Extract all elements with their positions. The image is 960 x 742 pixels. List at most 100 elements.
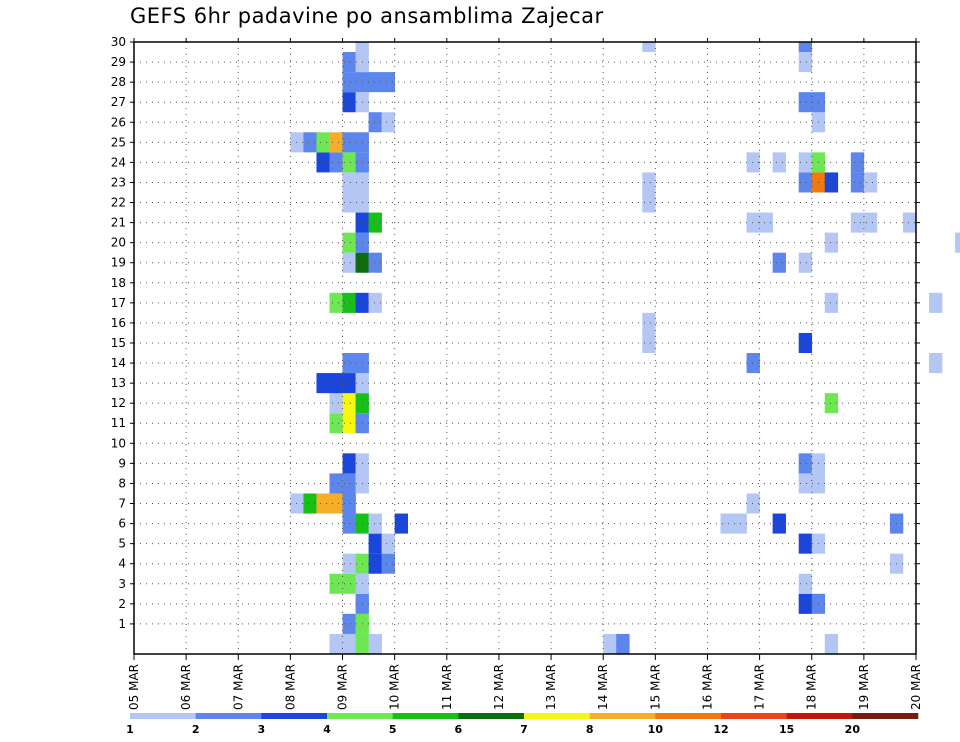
- x-tick-label: 15 MAR: [648, 664, 662, 710]
- y-tick-label: 28: [111, 75, 126, 89]
- heatmap-cell: [603, 633, 617, 654]
- x-tick-label: 16 MAR: [700, 664, 714, 710]
- legend-swatch: [524, 713, 590, 719]
- y-tick-label: 4: [118, 557, 126, 571]
- heatmap-cell: [798, 593, 813, 614]
- y-tick-label: 16: [111, 316, 126, 330]
- heatmap-cell: [368, 513, 382, 534]
- heatmap-cell: [329, 633, 343, 654]
- heatmap-cell: [798, 332, 813, 354]
- heatmap-cell: [329, 473, 343, 494]
- heatmap-cell: [342, 192, 356, 213]
- heatmap-cell: [329, 373, 343, 394]
- heatmap-cell: [342, 92, 356, 113]
- heatmap-cell: [824, 292, 839, 313]
- heatmap-cell: [759, 212, 773, 233]
- grid-lines: [134, 42, 916, 654]
- x-tick-label: 18 MAR: [805, 664, 819, 710]
- heatmap-cell: [316, 152, 330, 173]
- x-tick-label: 19 MAR: [857, 664, 871, 710]
- y-tick-label: 18: [111, 276, 126, 290]
- heatmap-cell: [902, 212, 917, 233]
- heatmap-cell: [355, 633, 369, 654]
- legend-label: 2: [192, 723, 200, 736]
- x-tick-label: 06 MAR: [179, 664, 193, 710]
- x-tick-label: 10 MAR: [388, 664, 402, 710]
- legend-swatch: [721, 713, 787, 719]
- heatmap-cell: [798, 152, 813, 173]
- x-axis: 05 MAR 06 MAR 07 MAR 08 MAR 09 MAR 10 MAR 11 M…: [127, 38, 923, 710]
- heatmap-cell: [642, 42, 656, 53]
- heatmap-cell: [720, 513, 734, 534]
- y-tick-label: 19: [111, 256, 126, 270]
- heatmap-cell: [394, 513, 408, 534]
- heatmap-cell: [798, 573, 813, 594]
- heatmap-cell: [824, 172, 839, 193]
- y-tick-label: 27: [111, 95, 126, 109]
- y-tick-label: 14: [111, 356, 126, 370]
- heatmap-cell: [342, 493, 356, 514]
- heatmap-cell: [368, 553, 382, 574]
- heatmap-cell: [368, 112, 382, 133]
- heatmap-cell: [850, 152, 865, 173]
- heatmap-cell: [772, 152, 786, 173]
- heatmap-cell: [355, 42, 369, 53]
- heatmap-cell: [863, 212, 878, 233]
- y-tick-label: 2: [118, 597, 126, 611]
- heatmap-cell: [772, 513, 786, 534]
- legend-label: 1: [126, 723, 134, 736]
- heatmap-cell: [342, 52, 356, 73]
- y-tick-label: 17: [111, 296, 126, 310]
- heatmap-cell: [342, 252, 356, 273]
- heatmap-cell: [342, 613, 356, 634]
- heatmap-cell: [798, 533, 813, 554]
- heatmap-cell: [929, 292, 943, 313]
- y-tick-label: 11: [111, 416, 126, 430]
- heatmap-cell: [381, 533, 395, 554]
- heatmap-cell: [342, 553, 356, 574]
- heatmap-cell: [955, 232, 960, 253]
- y-tick-label: 21: [111, 216, 126, 230]
- heatmap-cell: [798, 252, 813, 273]
- heatmap-cell: [342, 413, 356, 434]
- x-tick-label: 05 MAR: [127, 664, 141, 710]
- heatmap-cell: [642, 312, 656, 333]
- x-tick-label: 13 MAR: [544, 664, 558, 710]
- y-tick-label: 23: [111, 175, 126, 189]
- heatmap-cell: [342, 232, 356, 253]
- legend-label: 10: [648, 723, 664, 736]
- heatmap-cell: [316, 132, 330, 153]
- y-tick-label: 24: [111, 155, 126, 169]
- heatmap-cell: [368, 633, 382, 654]
- legend-swatch: [195, 713, 262, 719]
- heatmap-cell: [381, 112, 395, 133]
- heatmap-cell: [368, 252, 382, 273]
- legend-swatch: [655, 713, 722, 719]
- x-tick-label: 14 MAR: [596, 664, 610, 710]
- heatmap-cell: [342, 373, 356, 394]
- x-tick-label: 07 MAR: [231, 664, 245, 710]
- y-axis: 1234567891011121314151617181920212223242…: [111, 35, 920, 631]
- heatmap-cell: [342, 473, 356, 494]
- heatmap-cell: [746, 152, 760, 173]
- heatmap-cell: [746, 493, 760, 514]
- heatmap-cell: [798, 473, 813, 494]
- legend-swatch: [392, 713, 459, 719]
- legend-swatch: [130, 713, 196, 719]
- heatmap-cell: [824, 633, 839, 654]
- heatmap-cell: [342, 172, 356, 193]
- heatmap-cell: [929, 353, 943, 374]
- heatmap-cell: [616, 633, 630, 654]
- y-tick-label: 20: [111, 236, 126, 250]
- heatmap-cell: [798, 92, 813, 113]
- x-tick-label: 20 MAR: [909, 664, 923, 710]
- y-tick-label: 29: [111, 55, 126, 69]
- legend-label: 20: [845, 723, 861, 736]
- y-tick-label: 7: [118, 497, 126, 511]
- y-tick-label: 6: [118, 517, 126, 531]
- y-tick-label: 22: [111, 196, 126, 210]
- y-tick-label: 13: [111, 376, 126, 390]
- y-tick-label: 15: [111, 336, 126, 350]
- heatmap-cell: [329, 152, 343, 173]
- heatmap-cell: [290, 493, 304, 514]
